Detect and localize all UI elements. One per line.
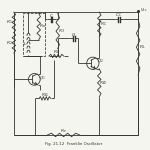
Text: $C$: $C$	[49, 12, 54, 19]
Text: $R_B$: $R_B$	[53, 49, 60, 56]
Text: $R_1$: $R_1$	[6, 19, 13, 26]
Text: $Q_1$: $Q_1$	[39, 74, 46, 81]
Text: $R_{E1}$: $R_{E1}$	[40, 91, 49, 99]
Text: $R_3$: $R_3$	[58, 27, 65, 35]
Bar	[23, 13, 45, 56]
Text: $R_e$: $R_e$	[60, 128, 67, 135]
Text: $R_L$: $R_L$	[139, 43, 146, 51]
Text: $C_C$: $C_C$	[115, 12, 122, 19]
Text: $L$: $L$	[23, 40, 27, 47]
Text: Fig. 21.12  Franklin Oscillator: Fig. 21.12 Franklin Oscillator	[45, 142, 102, 146]
Text: $V_{cc}$: $V_{cc}$	[140, 7, 148, 14]
Text: $R_{E2}$: $R_{E2}$	[99, 79, 108, 87]
Text: $R_2$: $R_2$	[6, 39, 13, 47]
Text: $Q_2$: $Q_2$	[97, 58, 104, 65]
Text: $G$: $G$	[71, 31, 76, 38]
Text: $R_a$: $R_a$	[39, 23, 46, 30]
Text: $R_C$: $R_C$	[100, 21, 107, 28]
